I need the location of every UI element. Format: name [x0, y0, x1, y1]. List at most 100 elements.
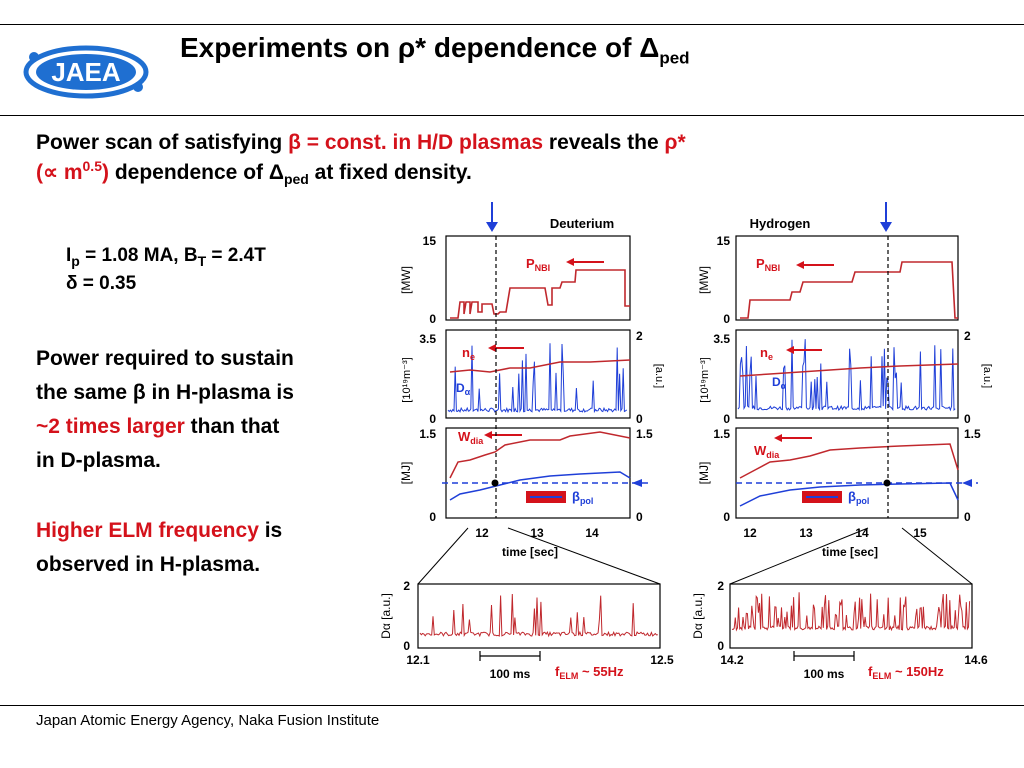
h-ne-label: ne [760, 345, 773, 362]
d-bpol-trace [449, 471, 631, 501]
intro-text-1: Power scan of satisfying [36, 131, 289, 154]
intro-red-3a: (∝ m [36, 161, 83, 184]
h-pnbi-label: PNBI [756, 256, 780, 273]
header-rule [0, 115, 1024, 116]
h-tick-12: 12 [743, 526, 757, 540]
page-title: Experiments on ρ* dependence of Δped [180, 32, 690, 67]
h-zoom-y2: 2 [717, 579, 724, 593]
hydrogen-label: Hydrogen [750, 216, 811, 231]
d-bpol-dot [491, 479, 499, 487]
d-ne-arrowhead [488, 344, 496, 352]
h-zoom-panel: 2 0 Dα [a.u.] 14.2 14.6 100 ms fELM ~ 15… [691, 579, 988, 681]
d-pnbi-frame [445, 235, 631, 321]
logo-text: JAEA [51, 57, 121, 87]
h-y15b-right: 1.5 [964, 427, 981, 441]
d-y15b: 1.5 [419, 427, 436, 441]
h-y35: 3.5 [713, 332, 730, 346]
d-au-units: [a.u.] [653, 364, 665, 388]
d-scale-label: 100 ms [490, 667, 531, 681]
footer-rule [0, 705, 1024, 706]
power-line-3-red: ~2 times larger [36, 415, 185, 438]
power-line-4: in D-plasma. [36, 449, 161, 472]
d-zoom-ylabel: Dα [a.u.] [379, 593, 393, 639]
h-felm-label: fELM ~ 150Hz [868, 664, 944, 681]
d-ne-trace [449, 359, 631, 373]
delta-line: δ = 0.35 [66, 273, 137, 294]
h-y2-right: 2 [964, 329, 971, 343]
d-y0b: 0 [429, 412, 436, 426]
d-zoom-trace [419, 593, 659, 638]
elm-rest: is [258, 519, 283, 542]
d-da-label: Dα [456, 381, 471, 397]
h-au-units: [a.u.] [981, 364, 993, 388]
h-wdia-arrowhead [774, 434, 782, 442]
h-zoom-line-right [901, 527, 973, 585]
d-y0c-right: 0 [636, 510, 643, 524]
h-y0c-right: 0 [964, 510, 971, 524]
d-felm-label: fELM ~ 55Hz [555, 664, 624, 681]
d-dalpha-trace [447, 343, 628, 414]
intro-text-4: dependence of [108, 161, 269, 184]
d-pnbi-label: PNBI [526, 256, 550, 273]
h-da-label: Dα [772, 375, 787, 391]
d-pnbi-arrowhead [566, 258, 574, 266]
d-marker-arrowhead [486, 222, 498, 232]
h-density-frame [735, 329, 959, 419]
d-wdia-arrowhead [484, 431, 492, 439]
d-bpol-label: βpol [572, 489, 593, 506]
d-dalpha-line [447, 343, 628, 414]
h-density-units: [10¹⁹m⁻³] [699, 357, 711, 402]
ip-value: = 1.08 MA, B [79, 245, 198, 266]
d-y0a: 0 [429, 312, 436, 326]
d-bpol-arrowhead-right [632, 479, 642, 487]
h-zoom-right: 14.6 [964, 653, 988, 667]
h-bpol-dot [883, 479, 891, 487]
power-line-1: Power required to sustain [36, 347, 294, 370]
deuterium-panels: 15 0 [MW] 3.5 0 [10¹⁹m⁻³] 2 0 [a.u.] 1.5… [399, 202, 665, 585]
elm-statement: Higher ELM frequency is observed in H-pl… [36, 514, 282, 582]
d-zoom-line-right [507, 527, 661, 585]
d-pnbi-trace [450, 269, 630, 319]
h-ne-trace [739, 363, 959, 377]
d-zoom-y2: 2 [403, 579, 410, 593]
h-zoom-ylabel: Dα [a.u.] [691, 593, 705, 639]
h-tick-13: 13 [799, 526, 813, 540]
title-delta: Δ [639, 32, 660, 63]
h-wdia-trace [739, 443, 959, 479]
d-zoom-panel: 2 0 Dα [a.u.] 12.1 12.5 100 ms fELM ~ 55… [379, 579, 674, 681]
h-zoom-frame [729, 583, 973, 649]
h-tick-15: 15 [913, 526, 927, 540]
intro-red-3b: ) [101, 161, 109, 184]
h-dalpha-line [737, 339, 956, 412]
h-bpol-arrowhead-right [962, 479, 972, 487]
intro-delta: Δ [268, 161, 284, 184]
d-tick-13: 13 [530, 526, 544, 540]
d-density-frame [445, 329, 631, 419]
h-y0c: 0 [723, 510, 730, 524]
d-time-label: time [sec] [502, 545, 558, 559]
h-mj-label: [MJ] [697, 462, 711, 485]
top-rule [0, 24, 1024, 25]
elm-line-2: observed in H-plasma. [36, 553, 261, 576]
hydrogen-panels: 15 0 [MW] 3.5 0 [10¹⁹m⁻³] 2 0 [a.u.] 1.5… [697, 202, 993, 585]
d-zoom-line-left [417, 527, 469, 585]
bt-sub: T [197, 252, 207, 269]
h-ne-arrowhead [786, 346, 794, 354]
d-y0c: 0 [429, 510, 436, 524]
d-zoom-line [419, 593, 659, 638]
intro-red-1: β = const. in H/D plasmas [288, 131, 544, 154]
h-zoom-line-left [729, 527, 869, 585]
d-y0-right: 0 [636, 412, 643, 426]
title-rho: ρ* [397, 32, 427, 63]
footer-text: Japan Atomic Energy Agency, Naka Fusion … [36, 712, 380, 729]
h-bpol-label: βpol [848, 489, 869, 506]
intro-paragraph: Power scan of satisfying β = const. in H… [36, 128, 996, 188]
bt-value: = 2.4T [206, 245, 266, 266]
d-zoom-frame [417, 583, 661, 649]
intro-text-5: at fixed density. [308, 161, 472, 184]
ip-sub: p [71, 252, 80, 269]
title-sub: ped [659, 48, 690, 68]
h-zoom-line [731, 592, 971, 632]
h-wdia-label: Wdia [754, 443, 780, 460]
h-y0a: 0 [723, 312, 730, 326]
